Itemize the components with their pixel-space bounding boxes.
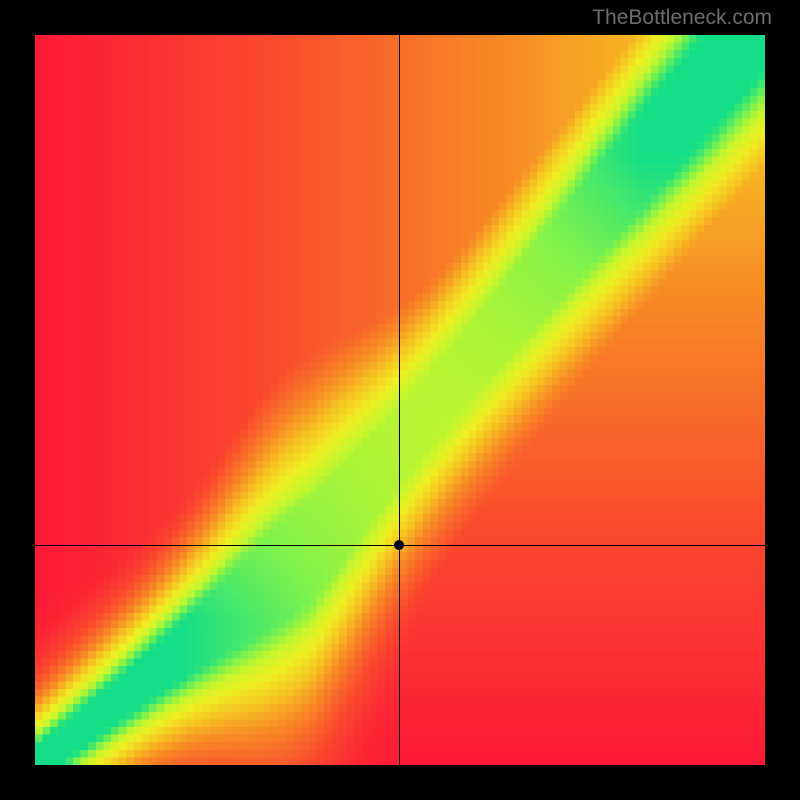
watermark-text: TheBottleneck.com (592, 6, 772, 30)
heatmap-plot-area (35, 35, 765, 765)
crosshair-vertical (399, 35, 400, 765)
selection-marker (394, 540, 404, 550)
bottleneck-heatmap (35, 35, 765, 765)
